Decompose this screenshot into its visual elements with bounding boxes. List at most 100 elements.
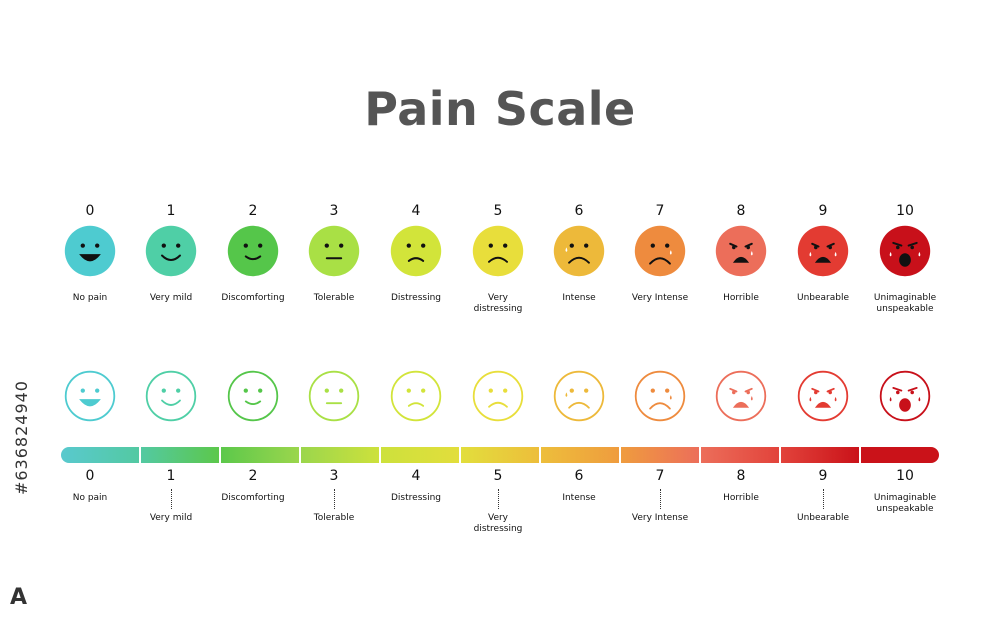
- face-filled-frown-tear-icon: [552, 224, 606, 283]
- level-label-line: Very: [487, 293, 509, 303]
- level-label: Discomforting: [198, 293, 308, 304]
- bar-level-label-line: unspeakable: [876, 504, 934, 514]
- level-number: 10: [896, 203, 914, 219]
- level-label: Very mild: [116, 293, 226, 304]
- bar-level-number: 10: [896, 468, 914, 484]
- bar-level-number: 4: [411, 468, 421, 484]
- level-number: 2: [248, 203, 258, 219]
- level-label-line: Very mild: [149, 293, 193, 303]
- scale-bar-segment: [381, 447, 461, 463]
- face-filled-frown-big-icon: [471, 224, 525, 283]
- bar-level-label-line: Very: [487, 513, 509, 523]
- level-label-line: No pain: [72, 293, 108, 303]
- face-filled-frown-icon: [389, 224, 443, 283]
- level-number: 8: [736, 203, 746, 219]
- scale-bar-segment: [141, 447, 221, 463]
- bar-level-number: 9: [818, 468, 828, 484]
- bar-level-label-line: No pain: [72, 493, 108, 503]
- bar-level-label: Very distressing: [443, 513, 553, 535]
- bar-level-label-line: distressing: [473, 524, 523, 534]
- face-outline-smile-icon: [144, 369, 198, 428]
- face-filled-neutral-icon: [307, 224, 361, 283]
- bar-level-label: Horrible: [686, 493, 796, 504]
- bar-level-label-line: Unimaginable: [873, 493, 937, 503]
- bar-level-label-line: Intense: [562, 493, 596, 503]
- bar-level-label-line: Unbearable: [796, 513, 850, 523]
- level-label-line: unspeakable: [876, 304, 934, 314]
- bar-level-label-line: Horrible: [723, 493, 759, 503]
- scale-bar-segment: [541, 447, 621, 463]
- face-filled-smile-small-icon: [226, 224, 280, 283]
- level-label: Unbearable: [768, 293, 878, 304]
- bar-level-label: Unimaginable unspeakable: [850, 493, 960, 515]
- bar-level-number: 6: [574, 468, 584, 484]
- bar-level-label: Intense: [524, 493, 634, 504]
- face-filled-open-tears-icon: [796, 224, 850, 283]
- face-outline-frown-tears-icon: [633, 369, 687, 428]
- bar-level-label: Unbearable: [768, 513, 878, 524]
- level-number: 0: [85, 203, 95, 219]
- gradient-scale-bar: [61, 447, 939, 463]
- page-title: Pain Scale: [364, 82, 636, 136]
- scale-bar-segment: [301, 447, 381, 463]
- level-number: 6: [574, 203, 584, 219]
- scale-bar-segment: [781, 447, 861, 463]
- level-number: 1: [166, 203, 176, 219]
- level-label-line: distressing: [473, 304, 523, 314]
- scale-bar-segment: [861, 447, 939, 463]
- level-label-line: Discomforting: [221, 293, 285, 303]
- face-filled-smile-icon: [144, 224, 198, 283]
- dotted-leader-line: [660, 489, 661, 509]
- face-filled-frown-tears-icon: [633, 224, 687, 283]
- bar-level-label-line: Distressing: [391, 493, 441, 503]
- bar-level-label-line: Very mild: [149, 513, 193, 523]
- bar-level-label: Very Intense: [605, 513, 715, 524]
- level-number: 5: [493, 203, 503, 219]
- level-number: 3: [329, 203, 339, 219]
- face-outline-open-tear-icon: [714, 369, 768, 428]
- level-label-line: Unbearable: [796, 293, 850, 303]
- bar-level-label-line: Discomforting: [221, 493, 285, 503]
- face-outline-frown-big-icon: [471, 369, 525, 428]
- level-label-line: Distressing: [391, 293, 441, 303]
- level-label-line: Very Intense: [631, 293, 689, 303]
- level-label-line: Unimaginable: [873, 293, 937, 303]
- face-outline-frown-tear-icon: [552, 369, 606, 428]
- level-label: Intense: [524, 293, 634, 304]
- bar-level-number: 8: [736, 468, 746, 484]
- dotted-leader-line: [334, 489, 335, 509]
- bar-level-number: 0: [85, 468, 95, 484]
- level-label-line: Tolerable: [313, 293, 355, 303]
- bar-level-label: Very mild: [116, 513, 226, 524]
- dotted-leader-line: [171, 489, 172, 509]
- level-label: Tolerable: [279, 293, 389, 304]
- scale-bar-segment: [461, 447, 541, 463]
- face-outline-laugh-icon: [63, 369, 117, 428]
- watermark-side-text: #636824940 A: [10, 380, 36, 610]
- scale-bar-segment: [701, 447, 781, 463]
- bar-level-label-line: Tolerable: [313, 513, 355, 523]
- bar-level-label: Distressing: [361, 493, 471, 504]
- face-outline-neutral-icon: [307, 369, 361, 428]
- bar-level-number: 1: [166, 468, 176, 484]
- bar-level-number: 2: [248, 468, 258, 484]
- scale-bar-segment: [221, 447, 301, 463]
- level-label: Unimaginable unspeakable: [850, 293, 960, 315]
- face-filled-laugh-icon: [63, 224, 117, 283]
- scale-bar-segment: [61, 447, 141, 463]
- bar-level-number: 3: [329, 468, 339, 484]
- face-outline-frown-icon: [389, 369, 443, 428]
- face-outline-open-tears-icon: [796, 369, 850, 428]
- bar-level-number: 7: [655, 468, 665, 484]
- bar-level-label: Tolerable: [279, 513, 389, 524]
- level-number: 9: [818, 203, 828, 219]
- level-label: Very distressing: [443, 293, 553, 315]
- level-label: No pain: [35, 293, 145, 304]
- face-outline-smile-small-icon: [226, 369, 280, 428]
- bar-level-label-line: Very Intense: [631, 513, 689, 523]
- level-number: 4: [411, 203, 421, 219]
- face-filled-scream-icon: [878, 224, 932, 283]
- face-filled-open-tear-icon: [714, 224, 768, 283]
- level-label-line: Horrible: [723, 293, 759, 303]
- level-label: Distressing: [361, 293, 471, 304]
